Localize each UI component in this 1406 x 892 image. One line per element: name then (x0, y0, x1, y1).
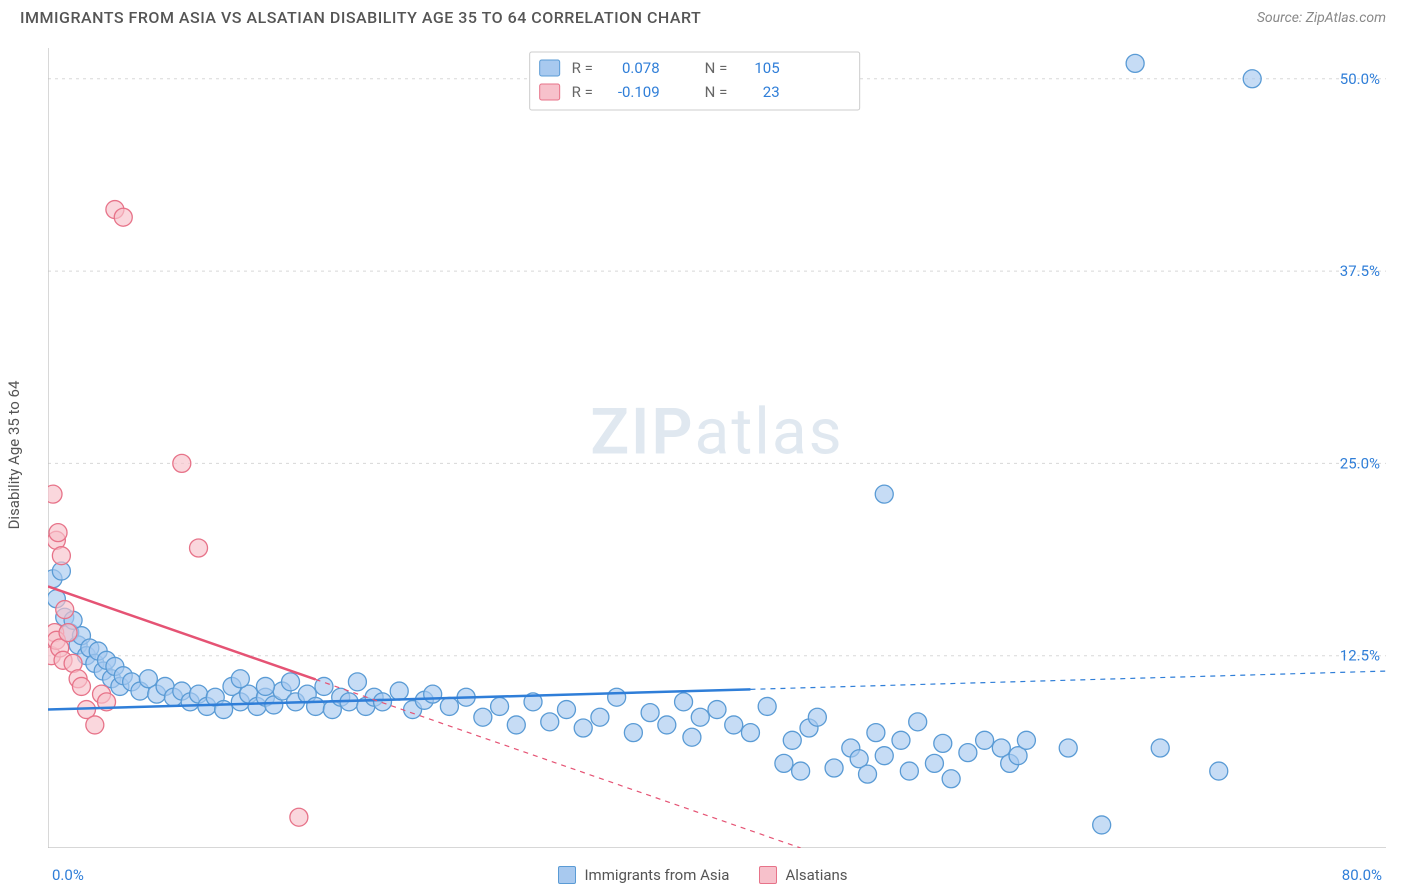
scatter-plot: 12.5% 25.0% 37.5% 50.0% R = 0.078 N = 105 R = -0.… (48, 48, 1386, 848)
svg-text:N =: N = (705, 59, 728, 77)
chart-area: 12.5% 25.0% 37.5% 50.0% R = 0.078 N = 105 R = -0.… (48, 48, 1386, 848)
title-bar: IMMIGRANTS FROM ASIA VS ALSATIAN DISABIL… (0, 0, 1406, 31)
legend-label-1: Alsatians (785, 866, 847, 884)
svg-text:105: 105 (754, 59, 779, 77)
legend-swatch-1 (759, 866, 777, 884)
svg-text:12.5%: 12.5% (1340, 647, 1380, 665)
legend-label-0: Immigrants from Asia (584, 866, 729, 884)
svg-text:N =: N = (705, 83, 728, 101)
chart-title: IMMIGRANTS FROM ASIA VS ALSATIAN DISABIL… (20, 8, 701, 27)
svg-text:50.0%: 50.0% (1340, 70, 1380, 88)
legend-item-series-1: Alsatians (759, 866, 847, 884)
y-axis-label: Disability Age 35 to 64 (5, 381, 23, 530)
legend-swatch-0 (558, 866, 576, 884)
svg-text:R =: R = (572, 59, 593, 77)
legend-item-series-0: Immigrants from Asia (558, 866, 729, 884)
svg-text:R =: R = (572, 83, 593, 101)
legend-bottom: Immigrants from Asia Alsatians (0, 866, 1406, 884)
svg-text:23: 23 (763, 83, 780, 101)
svg-text:0.078: 0.078 (622, 59, 660, 77)
svg-text:37.5%: 37.5% (1340, 262, 1380, 280)
svg-text:-0.109: -0.109 (618, 83, 660, 101)
source-attribution: Source: ZipAtlas.com (1257, 10, 1386, 26)
svg-text:25.0%: 25.0% (1340, 454, 1380, 472)
